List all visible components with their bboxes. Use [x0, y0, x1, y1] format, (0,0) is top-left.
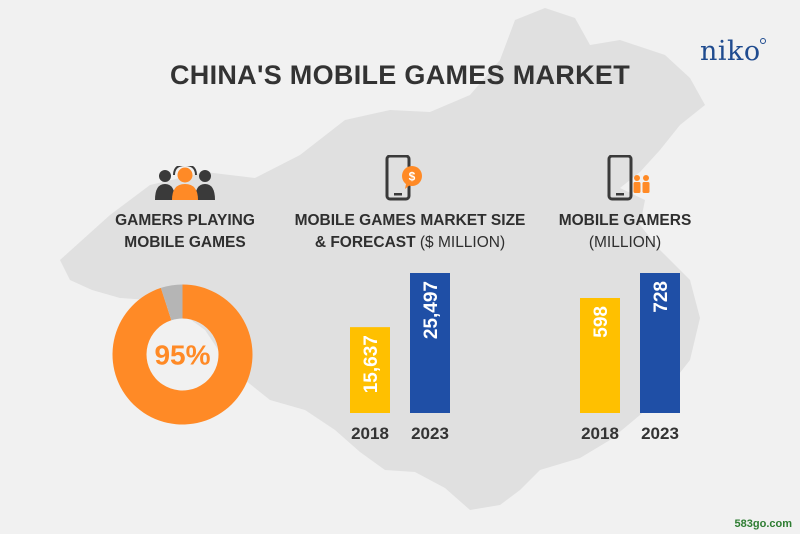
donut-slice-1 — [160, 284, 183, 321]
gamers-bar-2023 — [640, 273, 680, 413]
market-size-label: MOBILE GAMES MARKET SIZE & FORECAST ($ M… — [290, 210, 530, 254]
market-size-label-unit: ($ MILLION) — [415, 234, 506, 251]
gamers-value-label-2018: 598 — [591, 306, 612, 338]
mobile-gamers-label: MOBILE GAMERS (MILLION) — [545, 210, 705, 254]
market-value-label-2018: 15,637 — [361, 335, 382, 393]
market-category-label-2023: 2023 — [411, 424, 449, 443]
gamers-playing-label-line2: MOBILE GAMES — [124, 234, 246, 251]
market-bar-2018 — [350, 327, 390, 413]
watermark-text: 583go.com — [734, 518, 792, 530]
mobile-gamers-label-line1: MOBILE GAMERS — [558, 212, 692, 229]
gamers-category-label-2023: 2023 — [641, 424, 679, 443]
donut-chart: 95% — [112, 284, 253, 425]
donut-center-label: 95% — [154, 340, 210, 371]
market-bar-2023 — [410, 273, 450, 413]
phone-people-icon — [607, 155, 650, 201]
registered-mark-icon — [760, 38, 766, 44]
market-size-label-line2: & FORECAST ($ MILLION) — [290, 232, 530, 254]
market-size-bar-chart: 15,637 2018 25,497 2023 — [350, 273, 450, 443]
donut-slice-0 — [112, 284, 253, 425]
market-size-label-line1: MOBILE GAMES MARKET SIZE — [294, 212, 526, 229]
gamers-value-label-2023: 728 — [651, 281, 672, 313]
phone-dollar-icon: $ — [385, 155, 422, 201]
gamers-playing-label: GAMERS PLAYING MOBILE GAMES — [85, 210, 285, 254]
page-title: CHINA'S MOBILE GAMES MARKET — [169, 60, 631, 90]
gamers-category-label-2018: 2018 — [581, 424, 619, 443]
svg-text:$: $ — [409, 170, 416, 184]
mobile-gamers-label-line2: (MILLION) — [588, 234, 662, 251]
market-category-label-2018: 2018 — [351, 424, 389, 443]
mobile-gamers-bar-chart: 598 2018 728 2023 — [580, 273, 680, 443]
gamers-playing-label-line1: GAMERS PLAYING — [115, 212, 255, 229]
market-size-label-bold: & FORECAST — [314, 234, 416, 251]
gamers-bar-2018 — [580, 298, 620, 413]
niko-logo: niko — [700, 36, 761, 67]
gamers-group-icon — [155, 166, 215, 200]
market-value-label-2023: 25,497 — [421, 281, 442, 339]
